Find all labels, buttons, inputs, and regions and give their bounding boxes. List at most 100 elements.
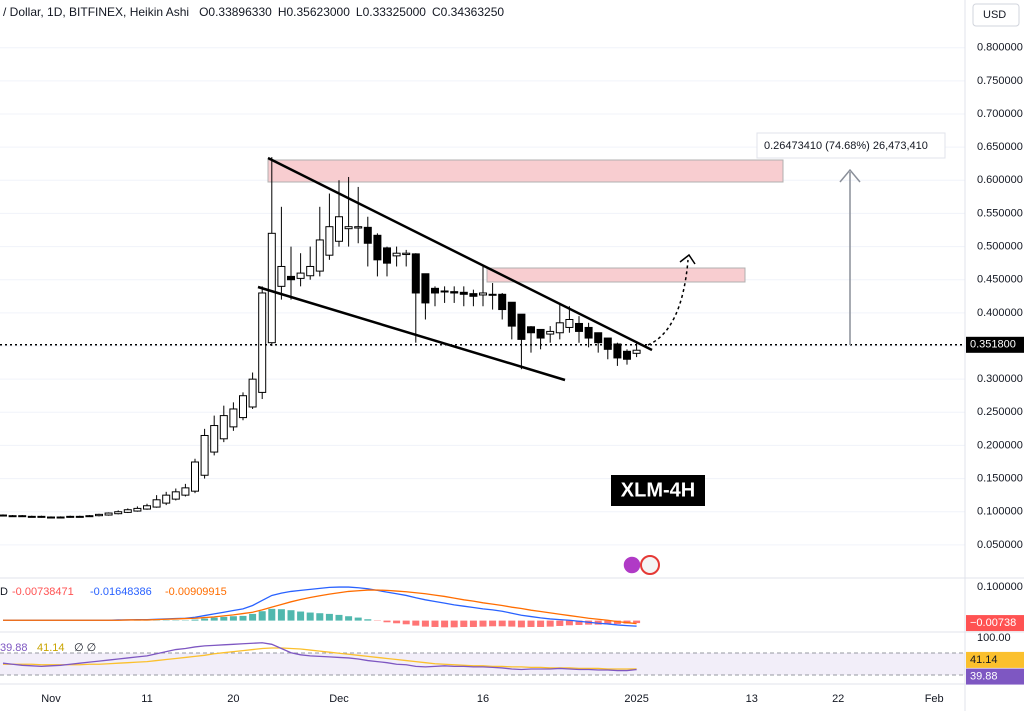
candle-body xyxy=(336,217,343,242)
histogram-bar xyxy=(393,621,400,624)
x-tick-label: 13 xyxy=(746,693,758,705)
y-tick-label: 0.250000 xyxy=(977,406,1023,418)
y-tick-label: 0.450000 xyxy=(977,274,1023,286)
candle-body xyxy=(633,350,640,353)
candle-body xyxy=(432,288,439,293)
candle-body xyxy=(172,492,179,499)
candle-body xyxy=(355,227,362,228)
symbol: / Dollar, 1D, BITFINEX, Heikin Ashi xyxy=(3,5,189,19)
ohlc-label: O xyxy=(199,5,208,19)
histogram-bar xyxy=(432,621,439,627)
event-icon xyxy=(641,556,659,574)
histogram-bar xyxy=(508,621,515,627)
histogram-bar xyxy=(201,619,208,621)
histogram-bar xyxy=(249,614,256,621)
candle-body xyxy=(518,314,525,339)
legend-value: -0.00909915 xyxy=(165,586,227,598)
pane-title: D xyxy=(0,586,8,598)
candle-body xyxy=(470,294,477,297)
histogram-bar xyxy=(288,610,295,620)
candle-body xyxy=(268,233,275,342)
candle-body xyxy=(403,253,410,254)
candle-body xyxy=(451,292,458,293)
candle-body xyxy=(57,517,64,518)
candle-body xyxy=(76,516,83,517)
measure-label: 0.26473410 (74.68%) 26,473,410 xyxy=(764,140,928,152)
candle-body xyxy=(182,488,189,495)
ohlc-value: 0.33325000 xyxy=(363,5,427,19)
candle-body xyxy=(288,276,295,279)
price-badge-label: 41.14 xyxy=(970,654,998,666)
y-tick-label: 0.400000 xyxy=(977,307,1023,319)
histogram-bar xyxy=(422,621,429,627)
candle-body xyxy=(326,227,333,256)
candle-body xyxy=(307,266,314,275)
candle-body xyxy=(528,327,535,333)
candle-body xyxy=(192,462,199,491)
candle-body xyxy=(595,333,602,343)
ohlc-label: C xyxy=(432,5,441,19)
candle-body xyxy=(124,510,131,513)
histogram-bar xyxy=(412,621,419,626)
price-badge-label: −0.00738 xyxy=(970,617,1016,629)
candle-body xyxy=(624,351,631,359)
histogram-bar xyxy=(230,616,237,620)
annotation: XLM-4H xyxy=(621,479,695,501)
candle-body xyxy=(604,338,611,349)
histogram-bar xyxy=(336,615,343,621)
candle-body xyxy=(240,396,247,418)
x-tick-label: 16 xyxy=(477,693,489,705)
candle-body xyxy=(537,329,544,338)
candle-body xyxy=(105,513,112,515)
candle-body xyxy=(163,495,170,503)
candle-body xyxy=(508,302,515,326)
y-tick-label: 0.500000 xyxy=(977,240,1023,252)
y-tick-label: 0.700000 xyxy=(977,108,1023,120)
histogram-bar xyxy=(470,621,477,627)
candle-body xyxy=(412,254,419,293)
histogram-bar xyxy=(220,617,227,621)
candle-body xyxy=(201,435,208,475)
histogram-bar xyxy=(278,609,285,620)
histogram-bar xyxy=(451,621,458,628)
histogram-bar xyxy=(566,621,573,626)
histogram-bar xyxy=(441,621,448,628)
ohlc-label: H xyxy=(278,5,287,19)
histogram-bar xyxy=(192,620,199,621)
histogram-bar xyxy=(297,612,304,621)
histogram-bar xyxy=(259,611,266,620)
y-tick-label: 0.800000 xyxy=(977,42,1023,54)
histogram-bar xyxy=(345,616,352,620)
candle-body xyxy=(9,516,16,517)
x-tick-label: Dec xyxy=(329,693,349,705)
candle-body xyxy=(259,293,266,392)
histogram-bar xyxy=(307,613,314,621)
candle-body xyxy=(422,274,429,303)
candle-body xyxy=(576,323,583,331)
histogram-bar xyxy=(489,621,496,627)
candle-body xyxy=(499,294,506,309)
y-tick-label: 0.550000 xyxy=(977,207,1023,219)
resistance-zone xyxy=(487,268,745,282)
legend-value: -0.00738471 xyxy=(12,586,74,598)
histogram-bar xyxy=(480,621,487,627)
histogram-bar xyxy=(403,621,410,625)
candle-body xyxy=(278,266,285,286)
candle-body xyxy=(316,240,323,271)
histogram-bar xyxy=(355,618,362,621)
x-tick-label: 11 xyxy=(141,693,152,705)
histogram-bar xyxy=(384,621,391,623)
candle-body xyxy=(220,416,227,439)
candle-body xyxy=(19,516,26,517)
currency[interactable]: USD xyxy=(983,9,1006,21)
candle-body xyxy=(393,253,400,256)
candle-body xyxy=(67,516,74,517)
candle-body xyxy=(547,331,554,334)
candle-body xyxy=(134,508,141,511)
histogram-bar xyxy=(316,613,323,620)
ohlc-value: 0.33896330 xyxy=(208,5,272,19)
candle-body xyxy=(86,516,93,517)
y-tick-label: 0.100000 xyxy=(977,581,1023,593)
